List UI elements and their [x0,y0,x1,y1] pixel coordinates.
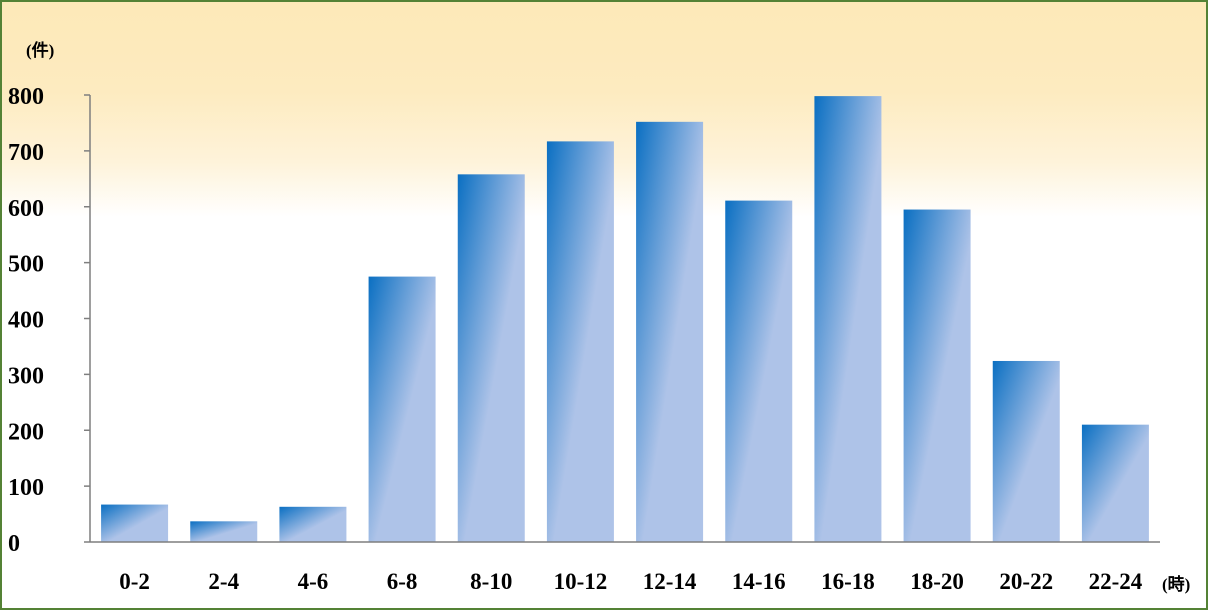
bar [368,276,436,542]
bar [1081,424,1149,542]
y-tick-label: 200 [8,419,44,445]
y-tick-label: 500 [8,252,44,278]
bar [814,96,882,543]
y-unit-label: (件) [26,40,54,60]
x-tick-label: 22-24 [1089,569,1143,594]
x-tick-label: 10-12 [554,569,608,594]
y-tick-label: 300 [8,363,44,389]
x-tick-label: 12-14 [643,569,697,594]
x-unit-label: (時) [1162,574,1190,594]
x-tick-label: 18-20 [910,569,964,594]
y-axis: 0 100 200 300 400 500 600 700 800 [8,84,91,557]
x-tick-label: 14-16 [732,569,786,594]
x-tick-label: 8-10 [470,569,512,594]
y-tick-label: 600 [8,196,44,222]
bar [190,521,258,542]
bar [903,209,971,542]
y-tick-label: 700 [8,140,44,166]
bar [546,141,614,542]
y-tick-label: 100 [8,475,44,501]
y-tick-label: 0 [8,531,20,557]
x-tick-label: 16-18 [821,569,875,594]
x-tick-label: 6-8 [387,569,418,594]
bar [636,121,704,542]
bar [992,360,1060,542]
x-tick-label: 0-2 [119,569,150,594]
y-tick-label: 400 [8,308,44,334]
y-tick-label: 800 [8,84,44,110]
bar [101,504,169,542]
bar [279,506,347,542]
x-tick-label: 20-22 [999,569,1053,594]
x-axis: 0-2 2-4 4-6 6-8 8-10 10-12 12-14 14-16 16-18 18-2… [90,541,1160,594]
bar [725,200,793,542]
bars [101,96,1149,543]
x-tick-label: 2-4 [208,569,239,594]
x-tick-label: 4-6 [298,569,329,594]
bar [457,174,525,542]
